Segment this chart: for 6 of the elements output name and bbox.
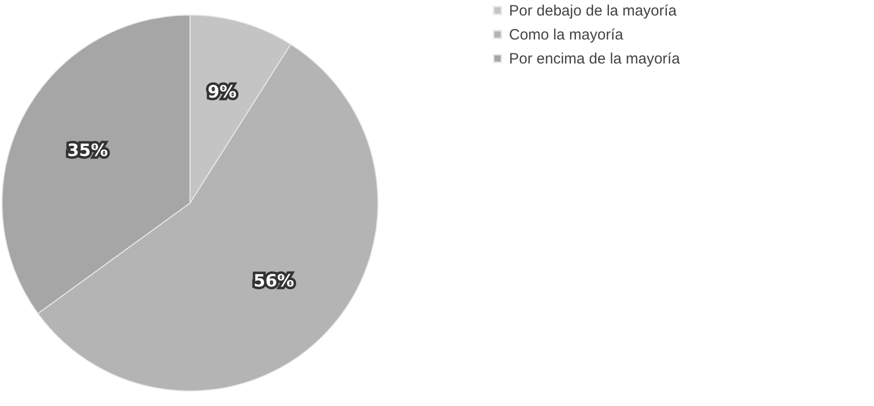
legend-label: Por debajo de la mayoría (509, 2, 678, 20)
legend-label: Por encima de la mayoría (509, 50, 681, 68)
data-label: 9% (208, 82, 237, 103)
legend-label: Como la mayoría (509, 26, 624, 44)
data-label: 35% (67, 140, 108, 161)
data-label: 56% (253, 272, 294, 292)
